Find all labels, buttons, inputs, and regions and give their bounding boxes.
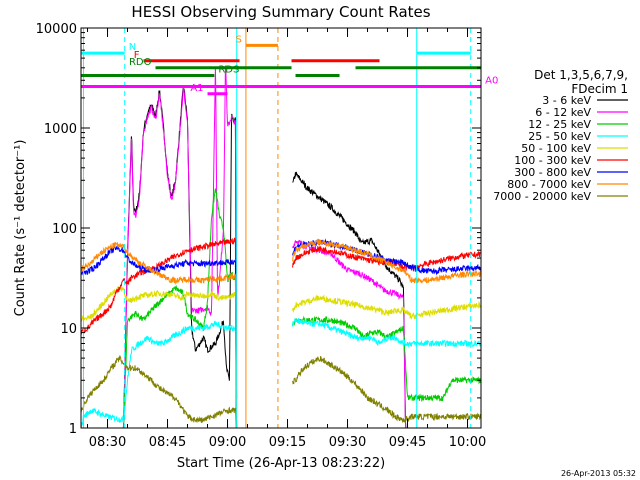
legend-entry-label: 100 - 300 keV <box>514 154 591 167</box>
legend-title-line-2: FDecim 1 <box>571 82 628 96</box>
legend-entry-label: 25 - 50 keV <box>528 130 591 143</box>
state-bar-label: RDS <box>218 64 239 75</box>
y-tick-label: 100 <box>52 222 77 237</box>
series-line <box>81 188 481 428</box>
state-bar-label: F <box>134 50 140 61</box>
x-tick-label: 09:45 <box>389 435 426 450</box>
state-bar-label: A0 <box>485 76 498 87</box>
legend-entry-label: 12 - 25 keV <box>528 118 591 131</box>
series-line <box>81 355 481 428</box>
plot-content <box>81 28 481 428</box>
series-line <box>81 238 481 428</box>
legend-title-line-1: Det 1,3,5,6,7,9, <box>534 68 628 82</box>
series-line <box>81 286 481 428</box>
state-bar-label: RDO <box>129 57 152 68</box>
legend-entry-label: 50 - 100 keV <box>521 142 591 155</box>
legend-entry-label: 3 - 6 keV <box>542 94 591 107</box>
state-bar-label: N <box>129 42 136 53</box>
legend-entry-label: 6 - 12 keV <box>535 106 591 119</box>
x-tick-label: 08:30 <box>89 435 126 450</box>
y-tick-label: 1000 <box>44 122 77 137</box>
y-axis-label: Count Rate (s⁻¹ detector⁻¹) <box>13 140 28 317</box>
series-line <box>81 318 481 428</box>
y-tick-label: 10 <box>60 322 77 337</box>
y-tick-label: 1 <box>69 422 77 437</box>
state-bar-label: S <box>236 34 242 45</box>
legend-entry-label: 800 - 7000 keV <box>507 178 591 191</box>
x-tick-label: 09:30 <box>329 435 366 450</box>
x-tick-label: 08:45 <box>149 435 186 450</box>
series-line <box>81 238 481 428</box>
x-tick-label: 09:15 <box>269 435 306 450</box>
chart-title: HESSI Observing Summary Count Rates <box>131 3 430 21</box>
footer-timestamp: 26-Apr-2013 05:32 <box>561 469 636 478</box>
x-tick-label: 10:00 <box>449 435 486 450</box>
y-tick-label: 10000 <box>36 22 77 37</box>
legend-entry-label: 300 - 800 keV <box>514 166 591 179</box>
legend-entry-label: 7000 - 20000 keV <box>493 190 591 203</box>
x-axis-label: Start Time (26-Apr-13 08:23:22) <box>177 456 385 471</box>
state-bar-label: A1 <box>190 83 203 94</box>
x-tick-label: 09:00 <box>209 435 246 450</box>
